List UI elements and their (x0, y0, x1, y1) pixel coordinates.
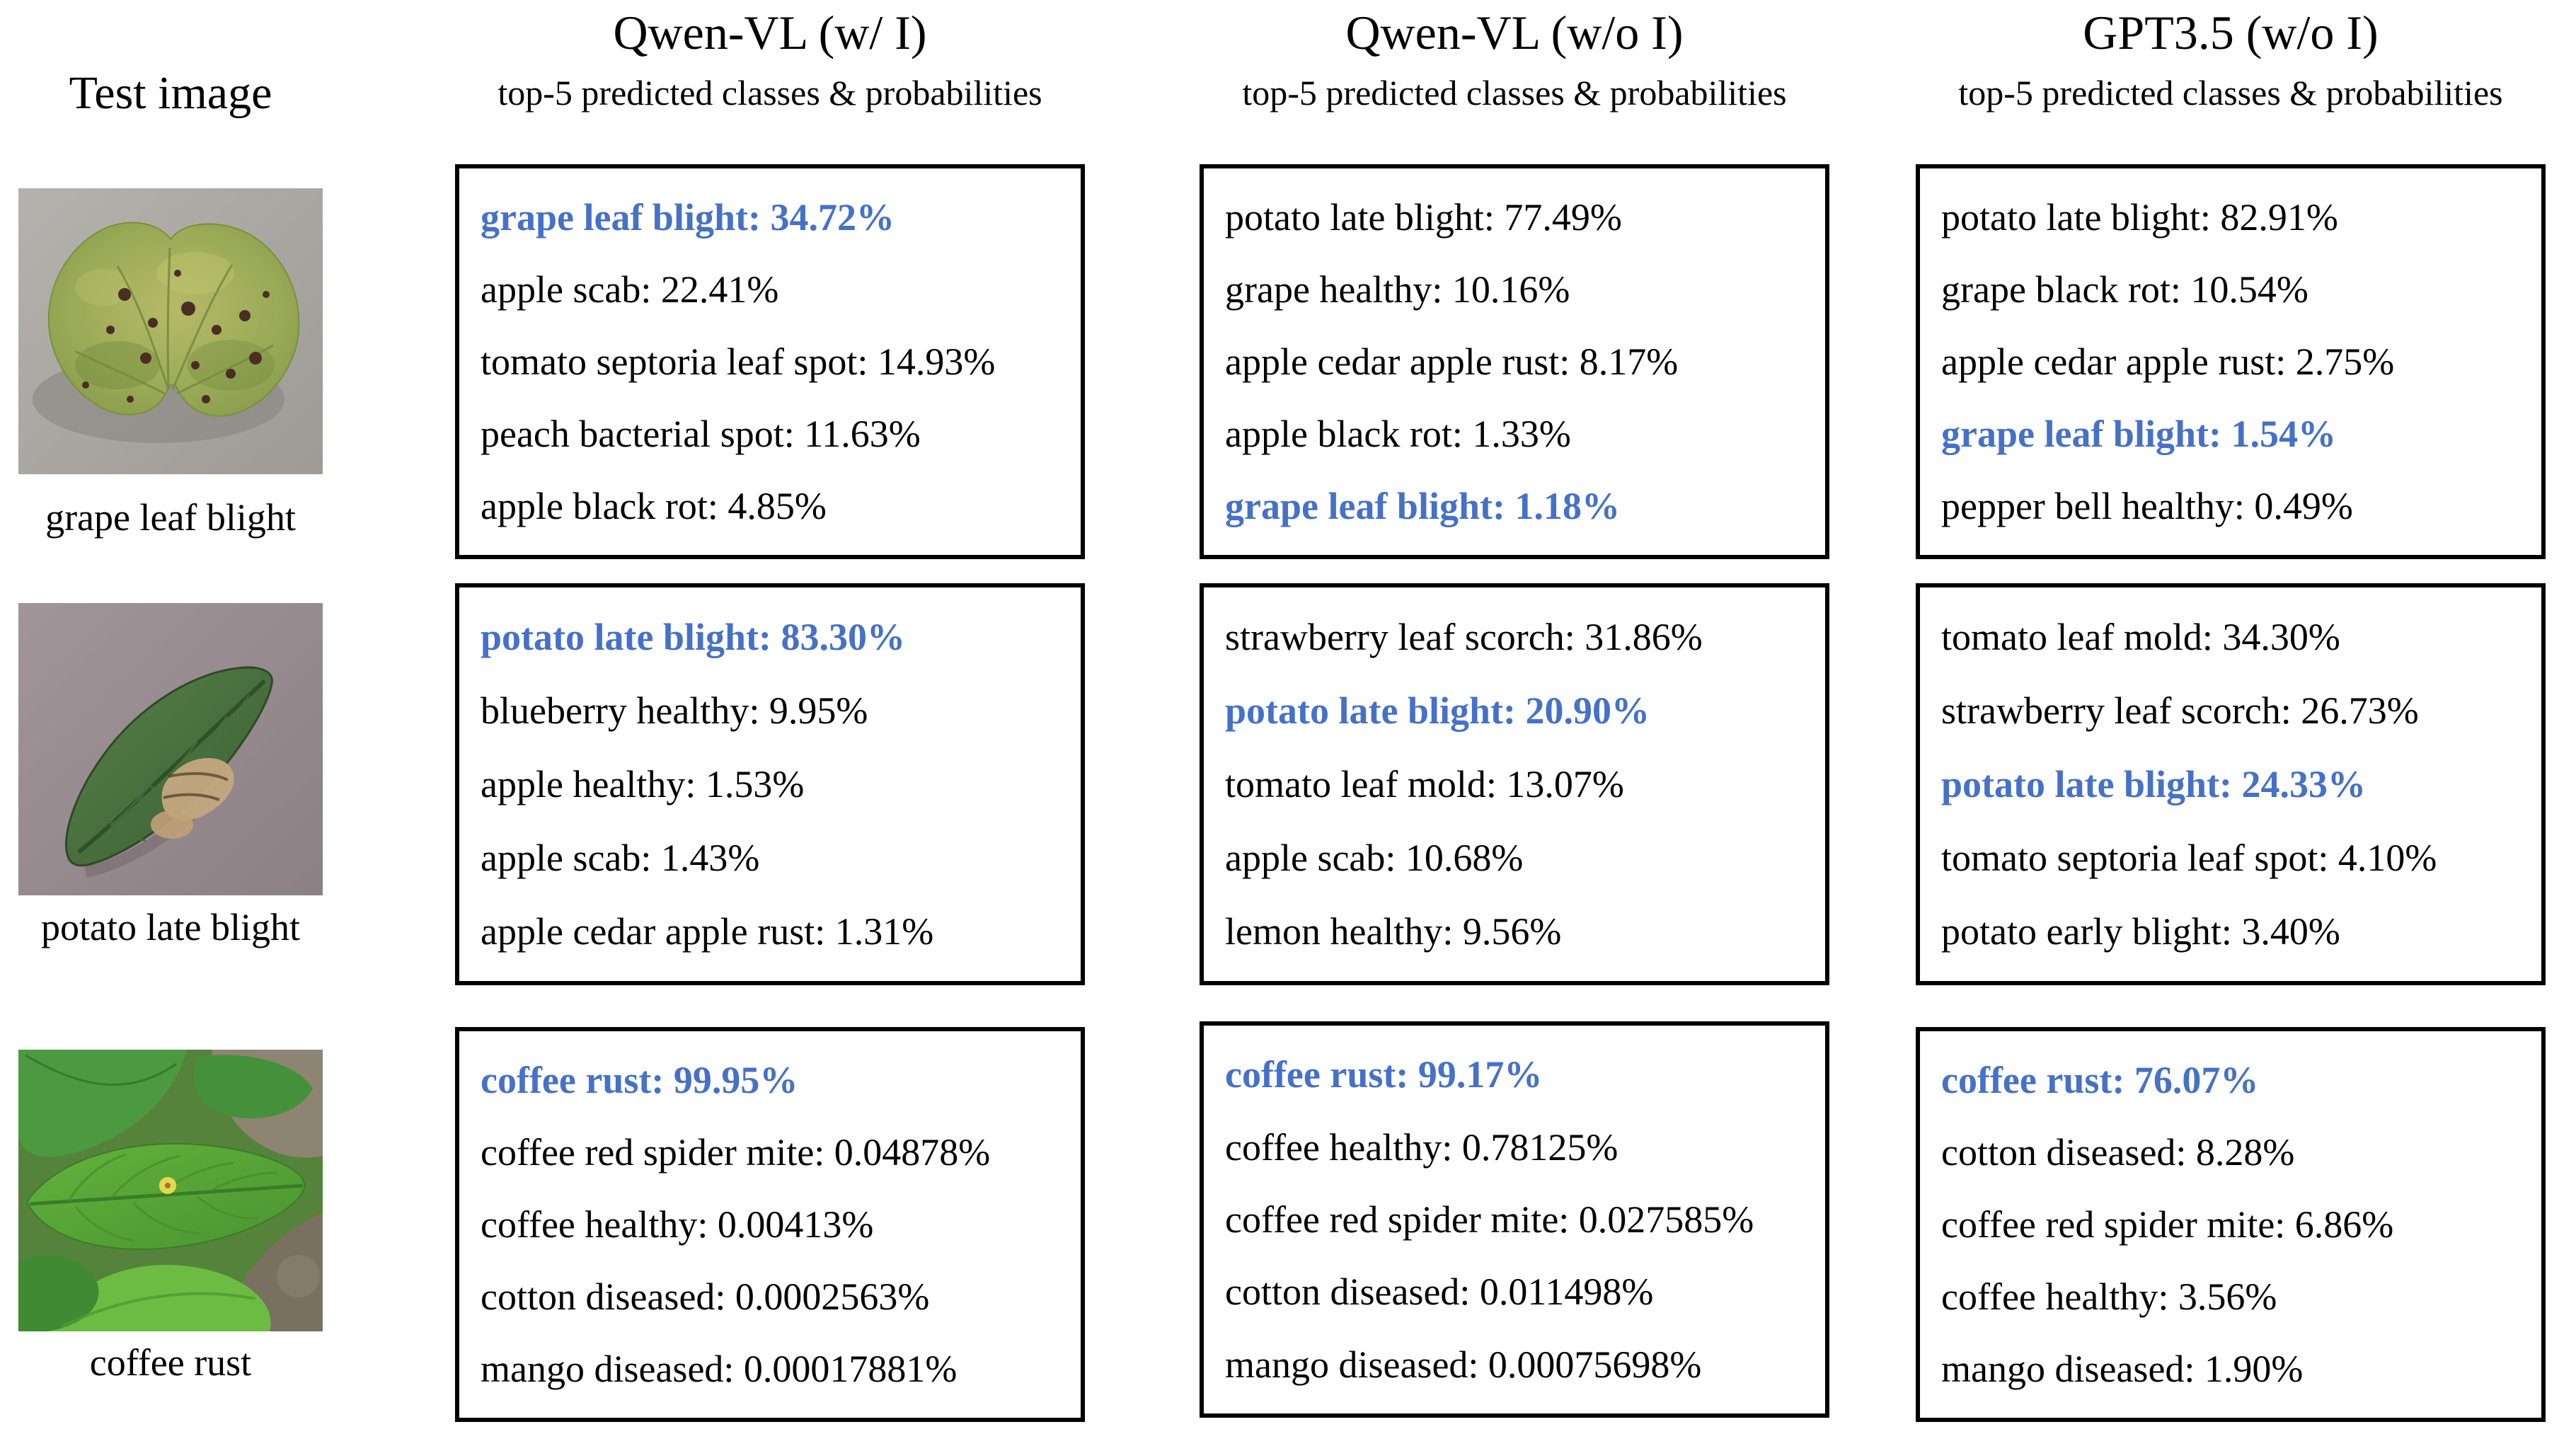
prediction-line: blueberry healthy: 9.95% (481, 689, 868, 732)
grape-leaf-illustration (18, 188, 323, 474)
prediction-line: tomato leaf mold: 34.30% (1941, 616, 2340, 658)
prediction-line: potato late blight: 77.49% (1225, 196, 1622, 239)
prediction-line: apple cedar apple rust: 8.17% (1225, 340, 1679, 383)
column-title: Qwen-VL (w/o I) (1345, 6, 1684, 59)
prediction-line: grape black rot: 10.54% (1941, 268, 2308, 311)
prediction-line: potato late blight: 83.30% (481, 616, 905, 658)
predictions-box-row2-gpt35: tomato leaf mold: 34.30% strawberry leaf… (1916, 583, 2546, 985)
prediction-line: apple healthy: 1.53% (481, 763, 805, 805)
predictions-box-row1-gpt35: potato late blight: 82.91% grape black r… (1916, 164, 2546, 559)
prediction-line: cotton diseased: 8.28% (1941, 1131, 2295, 1174)
test-photo-coffee-rust (18, 1050, 323, 1331)
column-subtitle: top-5 predicted classes & probabilities (1242, 73, 1787, 113)
prediction-line: apple cedar apple rust: 2.75% (1941, 340, 2395, 383)
prediction-line: potato late blight: 20.90% (1225, 689, 1650, 732)
prediction-line: coffee red spider mite: 0.027585% (1225, 1198, 1754, 1241)
predictions-box-row3-qwen-with-i: coffee rust: 99.95% coffee red spider mi… (455, 1027, 1085, 1422)
prediction-line: strawberry leaf scorch: 26.73% (1941, 689, 2419, 732)
prediction-line: coffee rust: 76.07% (1941, 1059, 2259, 1101)
test-image-header: Test image (69, 67, 272, 119)
column-subtitle: top-5 predicted classes & probabilities (1958, 73, 2503, 113)
prediction-line: tomato septoria leaf spot: 4.10% (1941, 837, 2437, 879)
prediction-line: cotton diseased: 0.0002563% (481, 1275, 930, 1318)
predictions-box-row3-qwen-without-i: coffee rust: 99.17% coffee healthy: 0.78… (1200, 1021, 1829, 1418)
prediction-line: apple scab: 10.68% (1225, 837, 1524, 879)
prediction-line: apple black rot: 4.85% (481, 485, 827, 527)
prediction-line: grape leaf blight: 1.54% (1941, 413, 2336, 455)
prediction-line: tomato septoria leaf spot: 14.93% (481, 340, 996, 383)
prediction-line: coffee red spider mite: 6.86% (1941, 1203, 2394, 1246)
prediction-line: pepper bell healthy: 0.49% (1941, 485, 2353, 527)
prediction-line: tomato leaf mold: 13.07% (1225, 763, 1624, 805)
prediction-line: cotton diseased: 0.011498% (1225, 1270, 1654, 1314)
prediction-line: grape leaf blight: 1.18% (1225, 485, 1620, 527)
prediction-line: lemon healthy: 9.56% (1225, 910, 1562, 953)
predictions-box-row2-qwen-with-i: potato late blight: 83.30% blueberry hea… (455, 583, 1085, 985)
prediction-line: grape leaf blight: 34.72% (481, 196, 895, 239)
column-title: Qwen-VL (w/ I) (613, 6, 927, 59)
predictions-box-row2-qwen-without-i: strawberry leaf scorch: 31.86% potato la… (1200, 583, 1829, 985)
column-header-gpt35-without-i: GPT3.5 (w/o I) top-5 predicted classes &… (1916, 7, 2546, 112)
prediction-line: strawberry leaf scorch: 31.86% (1225, 616, 1703, 658)
test-photo-potato-late-blight (18, 603, 323, 895)
prediction-line: apple scab: 22.41% (481, 268, 779, 311)
photo-caption: potato late blight (41, 906, 300, 948)
prediction-line: peach bacterial spot: 11.63% (481, 413, 921, 455)
photo-caption: grape leaf blight (45, 496, 296, 539)
prediction-line: mango diseased: 1.90% (1941, 1348, 2304, 1390)
prediction-line: apple cedar apple rust: 1.31% (481, 910, 934, 953)
coffee-leaves-illustration (18, 1050, 323, 1331)
prediction-line: grape healthy: 10.16% (1225, 268, 1570, 311)
prediction-line: apple black rot: 1.33% (1225, 413, 1571, 455)
predictions-box-row1-qwen-without-i: potato late blight: 77.49% grape healthy… (1200, 164, 1829, 559)
prediction-line: potato late blight: 82.91% (1941, 196, 2338, 239)
prediction-line: potato early blight: 3.40% (1941, 910, 2340, 953)
prediction-line: coffee healthy: 0.78125% (1225, 1125, 1618, 1169)
prediction-line: mango diseased: 0.00075698% (1225, 1343, 1702, 1386)
predictions-box-row1-qwen-with-i: grape leaf blight: 34.72% apple scab: 22… (455, 164, 1085, 559)
prediction-line: coffee rust: 99.95% (481, 1059, 798, 1101)
predictions-box-row3-gpt35: coffee rust: 76.07% cotton diseased: 8.2… (1916, 1027, 2546, 1422)
prediction-line: coffee healthy: 0.00413% (481, 1203, 874, 1246)
prediction-line: apple scab: 1.43% (481, 837, 760, 879)
prediction-line: potato late blight: 24.33% (1941, 763, 2366, 805)
column-header-qwen-vl-without-i: Qwen-VL (w/o I) top-5 predicted classes … (1200, 7, 1829, 112)
prediction-line: coffee healthy: 3.56% (1941, 1275, 2277, 1318)
column-header-qwen-vl-with-i: Qwen-VL (w/ I) top-5 predicted classes &… (455, 7, 1085, 112)
prediction-line: coffee rust: 99.17% (1225, 1053, 1543, 1096)
column-title: GPT3.5 (w/o I) (2083, 6, 2379, 59)
prediction-line: coffee red spider mite: 0.04878% (481, 1131, 991, 1174)
prediction-line: mango diseased: 0.00017881% (481, 1348, 958, 1390)
test-photo-grape-leaf-blight (18, 188, 323, 474)
column-subtitle: top-5 predicted classes & probabilities (498, 73, 1042, 113)
potato-leaf-illustration (18, 603, 323, 895)
photo-caption: coffee rust (89, 1341, 252, 1384)
